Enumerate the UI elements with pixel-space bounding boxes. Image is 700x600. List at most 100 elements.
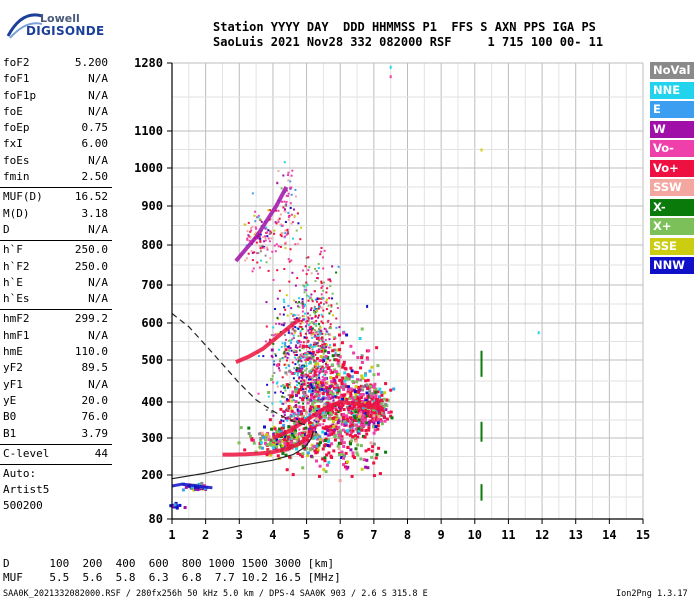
- echo-point: [333, 368, 337, 372]
- echo-point: [183, 506, 187, 509]
- echo-point: [283, 161, 286, 164]
- echo-point: [313, 444, 317, 448]
- echo-point: [364, 407, 368, 410]
- echo-point: [342, 445, 346, 448]
- echo-point: [366, 378, 370, 382]
- echo-point: [291, 338, 294, 341]
- echo-point: [333, 379, 337, 383]
- echo-point: [350, 412, 354, 416]
- echo-point: [309, 378, 312, 381]
- echo-point: [356, 385, 360, 389]
- echo-point: [322, 419, 326, 423]
- echo-point: [325, 427, 329, 431]
- echo-point: [284, 342, 287, 344]
- param-label: hmF1: [3, 328, 30, 342]
- echo-point: [272, 334, 275, 337]
- echo-point: [370, 365, 374, 369]
- param-row: foF1p N/A: [0, 89, 112, 105]
- echo-point: [365, 421, 369, 425]
- echo-point: [325, 291, 328, 294]
- echo-point: [194, 485, 198, 489]
- echo-point: [281, 342, 284, 345]
- echo-point: [313, 290, 316, 293]
- echo-point: [307, 427, 311, 431]
- echo-point: [361, 393, 365, 396]
- echo-point: [252, 441, 256, 445]
- echo-point: [271, 446, 275, 450]
- echo-point: [309, 408, 312, 411]
- echo-point: [342, 387, 346, 391]
- echo-point: [309, 405, 313, 408]
- param-label: C-level: [3, 446, 50, 460]
- echo-point: [308, 362, 311, 365]
- echo-point: [283, 363, 286, 366]
- echo-point: [289, 395, 293, 399]
- echo-point: [290, 341, 293, 344]
- echo-point: [342, 463, 345, 467]
- echo-point: [272, 432, 276, 436]
- echo-point: [311, 426, 315, 430]
- echo-point: [303, 336, 306, 339]
- echo-point: [315, 322, 318, 325]
- echo-point: [301, 310, 304, 313]
- echo-point: [301, 405, 305, 409]
- echo-point: [295, 380, 298, 383]
- echo-point: [336, 425, 340, 429]
- echo-point: [307, 356, 311, 360]
- echo-point: [311, 422, 315, 426]
- echo-point: [308, 357, 311, 360]
- echo-point: [297, 420, 301, 424]
- echo-point: [278, 322, 281, 325]
- echo-point: [367, 428, 371, 432]
- echo-point: [322, 423, 325, 426]
- echo-point: [390, 416, 394, 420]
- echo-point: [369, 394, 373, 398]
- echo-point: [329, 343, 332, 346]
- echo-point: [322, 336, 325, 339]
- echo-point: [296, 440, 300, 444]
- echo-point: [322, 439, 326, 443]
- echo-point: [265, 409, 268, 411]
- echo-point: [322, 297, 325, 300]
- echo-point: [258, 445, 262, 449]
- echo-point: [378, 395, 381, 399]
- echo-point: [271, 356, 274, 359]
- echo-point: [346, 465, 350, 469]
- echo-point: [349, 431, 353, 435]
- echo-point: [318, 323, 320, 326]
- y-tick-label: 1100: [134, 124, 163, 138]
- echo-point: [335, 417, 339, 421]
- echo-point: [302, 318, 305, 321]
- echo-point: [330, 406, 334, 410]
- param-separator: [0, 464, 112, 466]
- echo-point: [300, 326, 303, 328]
- echo-point: [313, 381, 316, 384]
- echo-point: [293, 214, 296, 217]
- echo-point: [297, 335, 300, 338]
- legend-item-nnw: NNW: [650, 257, 694, 274]
- echo-point: [321, 336, 323, 339]
- echo-point: [311, 368, 315, 372]
- echo-point: [300, 374, 303, 376]
- echo-point: [304, 352, 307, 354]
- echo-point: [265, 433, 269, 437]
- echo-point: [319, 253, 322, 256]
- echo-point: [282, 206, 285, 209]
- echo-point: [345, 467, 349, 471]
- echo-point: [285, 443, 289, 447]
- echo-point: [298, 345, 301, 348]
- echo-point: [315, 405, 319, 409]
- echo-point: [250, 227, 252, 230]
- echo-point: [337, 364, 341, 368]
- echo-point: [313, 343, 316, 346]
- echo-point: [346, 373, 350, 377]
- echo-point: [288, 369, 292, 373]
- echo-point: [342, 441, 346, 445]
- echo-point: [320, 247, 323, 249]
- density-profile: [171, 313, 314, 480]
- echo-point: [316, 300, 319, 303]
- echo-point: [316, 385, 320, 389]
- echo-point: [249, 236, 252, 239]
- echo-point: [310, 272, 313, 275]
- echo-point: [332, 377, 336, 381]
